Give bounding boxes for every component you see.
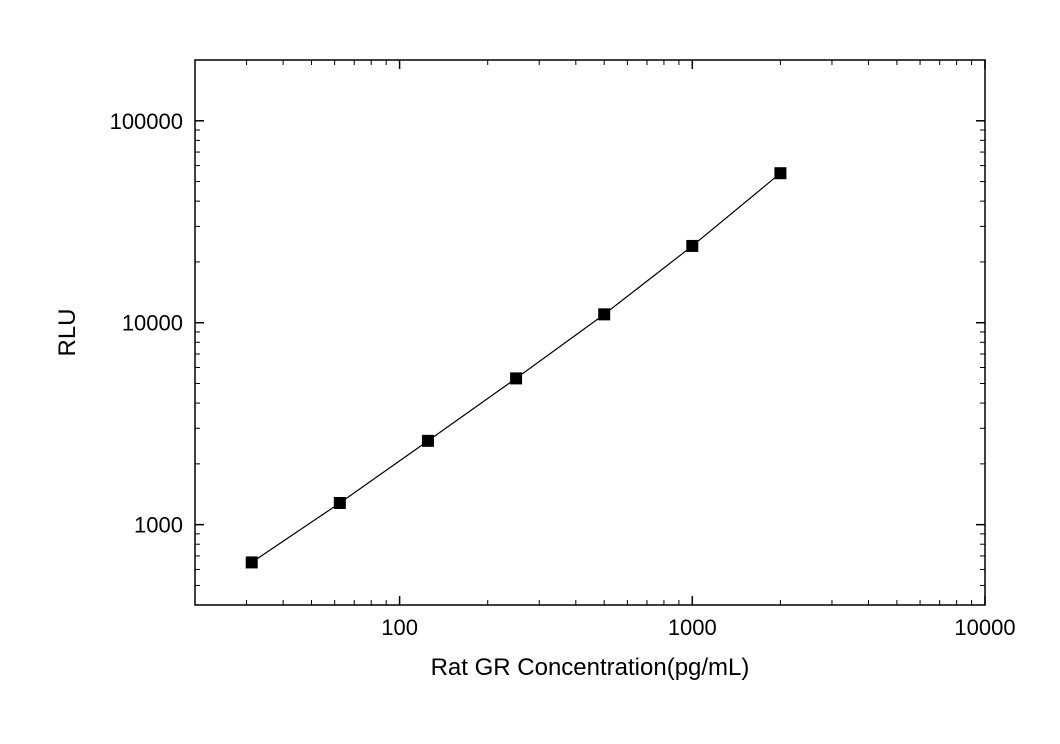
y-tick-label: 100000 <box>110 109 183 134</box>
x-tick-label: 10000 <box>954 615 1015 640</box>
data-marker <box>686 240 698 252</box>
data-marker <box>334 497 346 509</box>
data-marker <box>246 556 258 568</box>
y-tick-label: 10000 <box>122 311 183 336</box>
x-axis-label: Rat GR Concentration(pg/mL) <box>431 654 750 681</box>
chart-container: 100 1000 10000 1000 10000 100000 Rat GR Concen… <box>0 0 1060 744</box>
data-marker <box>510 372 522 384</box>
log-log-chart: 100 1000 10000 1000 10000 100000 Rat GR Concen… <box>0 0 1060 744</box>
y-axis-label: RLU <box>54 308 81 356</box>
data-marker <box>774 167 786 179</box>
y-tick-label: 1000 <box>134 513 183 538</box>
data-marker <box>598 308 610 320</box>
x-tick-label: 1000 <box>668 615 717 640</box>
x-tick-label: 100 <box>381 615 418 640</box>
data-marker <box>422 435 434 447</box>
